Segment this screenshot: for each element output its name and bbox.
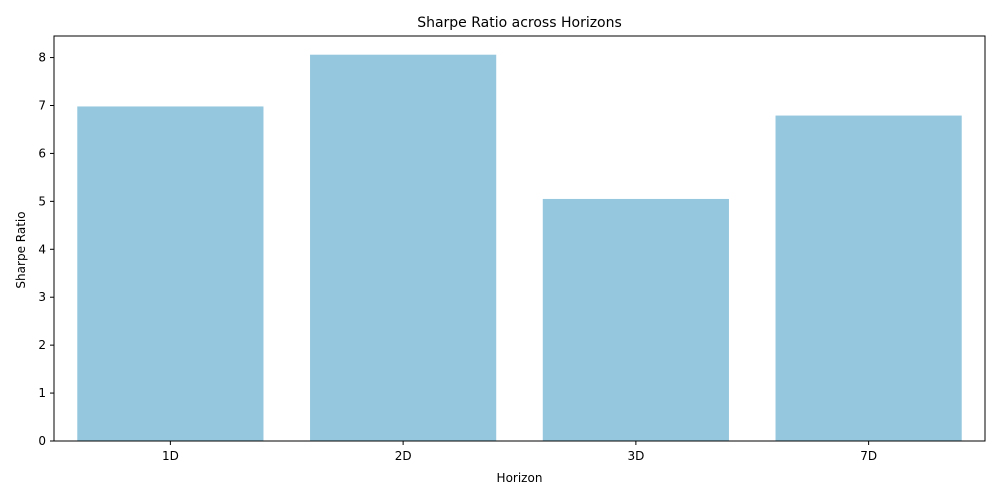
x-axis-label: Horizon	[497, 471, 543, 485]
y-tick-label: 4	[38, 242, 46, 256]
x-tick-label: 1D	[162, 449, 179, 463]
bar-3d	[542, 198, 729, 441]
bar-2d	[310, 54, 497, 441]
y-axis-ticks: 0 1 2 3 4 5 6 7 8	[38, 51, 54, 448]
x-tick-label: 3D	[627, 449, 644, 463]
y-axis-label: Sharpe Ratio	[14, 211, 28, 288]
x-axis-ticks: 1D 2D 3D 7D	[162, 441, 877, 463]
y-tick-label: 5	[38, 194, 46, 208]
bar-1d	[77, 106, 264, 441]
y-tick-label: 7	[38, 98, 46, 112]
chart-title: Sharpe Ratio across Horizons	[417, 15, 622, 31]
y-tick-label: 3	[38, 290, 46, 304]
x-tick-label: 2D	[395, 449, 412, 463]
x-tick-label: 7D	[860, 449, 877, 463]
y-tick-label: 6	[38, 146, 46, 160]
y-tick-label: 2	[38, 338, 46, 352]
bar-7d	[775, 115, 962, 441]
bars-group	[77, 54, 962, 441]
y-tick-label: 8	[38, 51, 46, 65]
y-tick-label: 1	[38, 386, 46, 400]
y-tick-label: 0	[38, 434, 46, 448]
plot-frame	[53, 35, 986, 442]
